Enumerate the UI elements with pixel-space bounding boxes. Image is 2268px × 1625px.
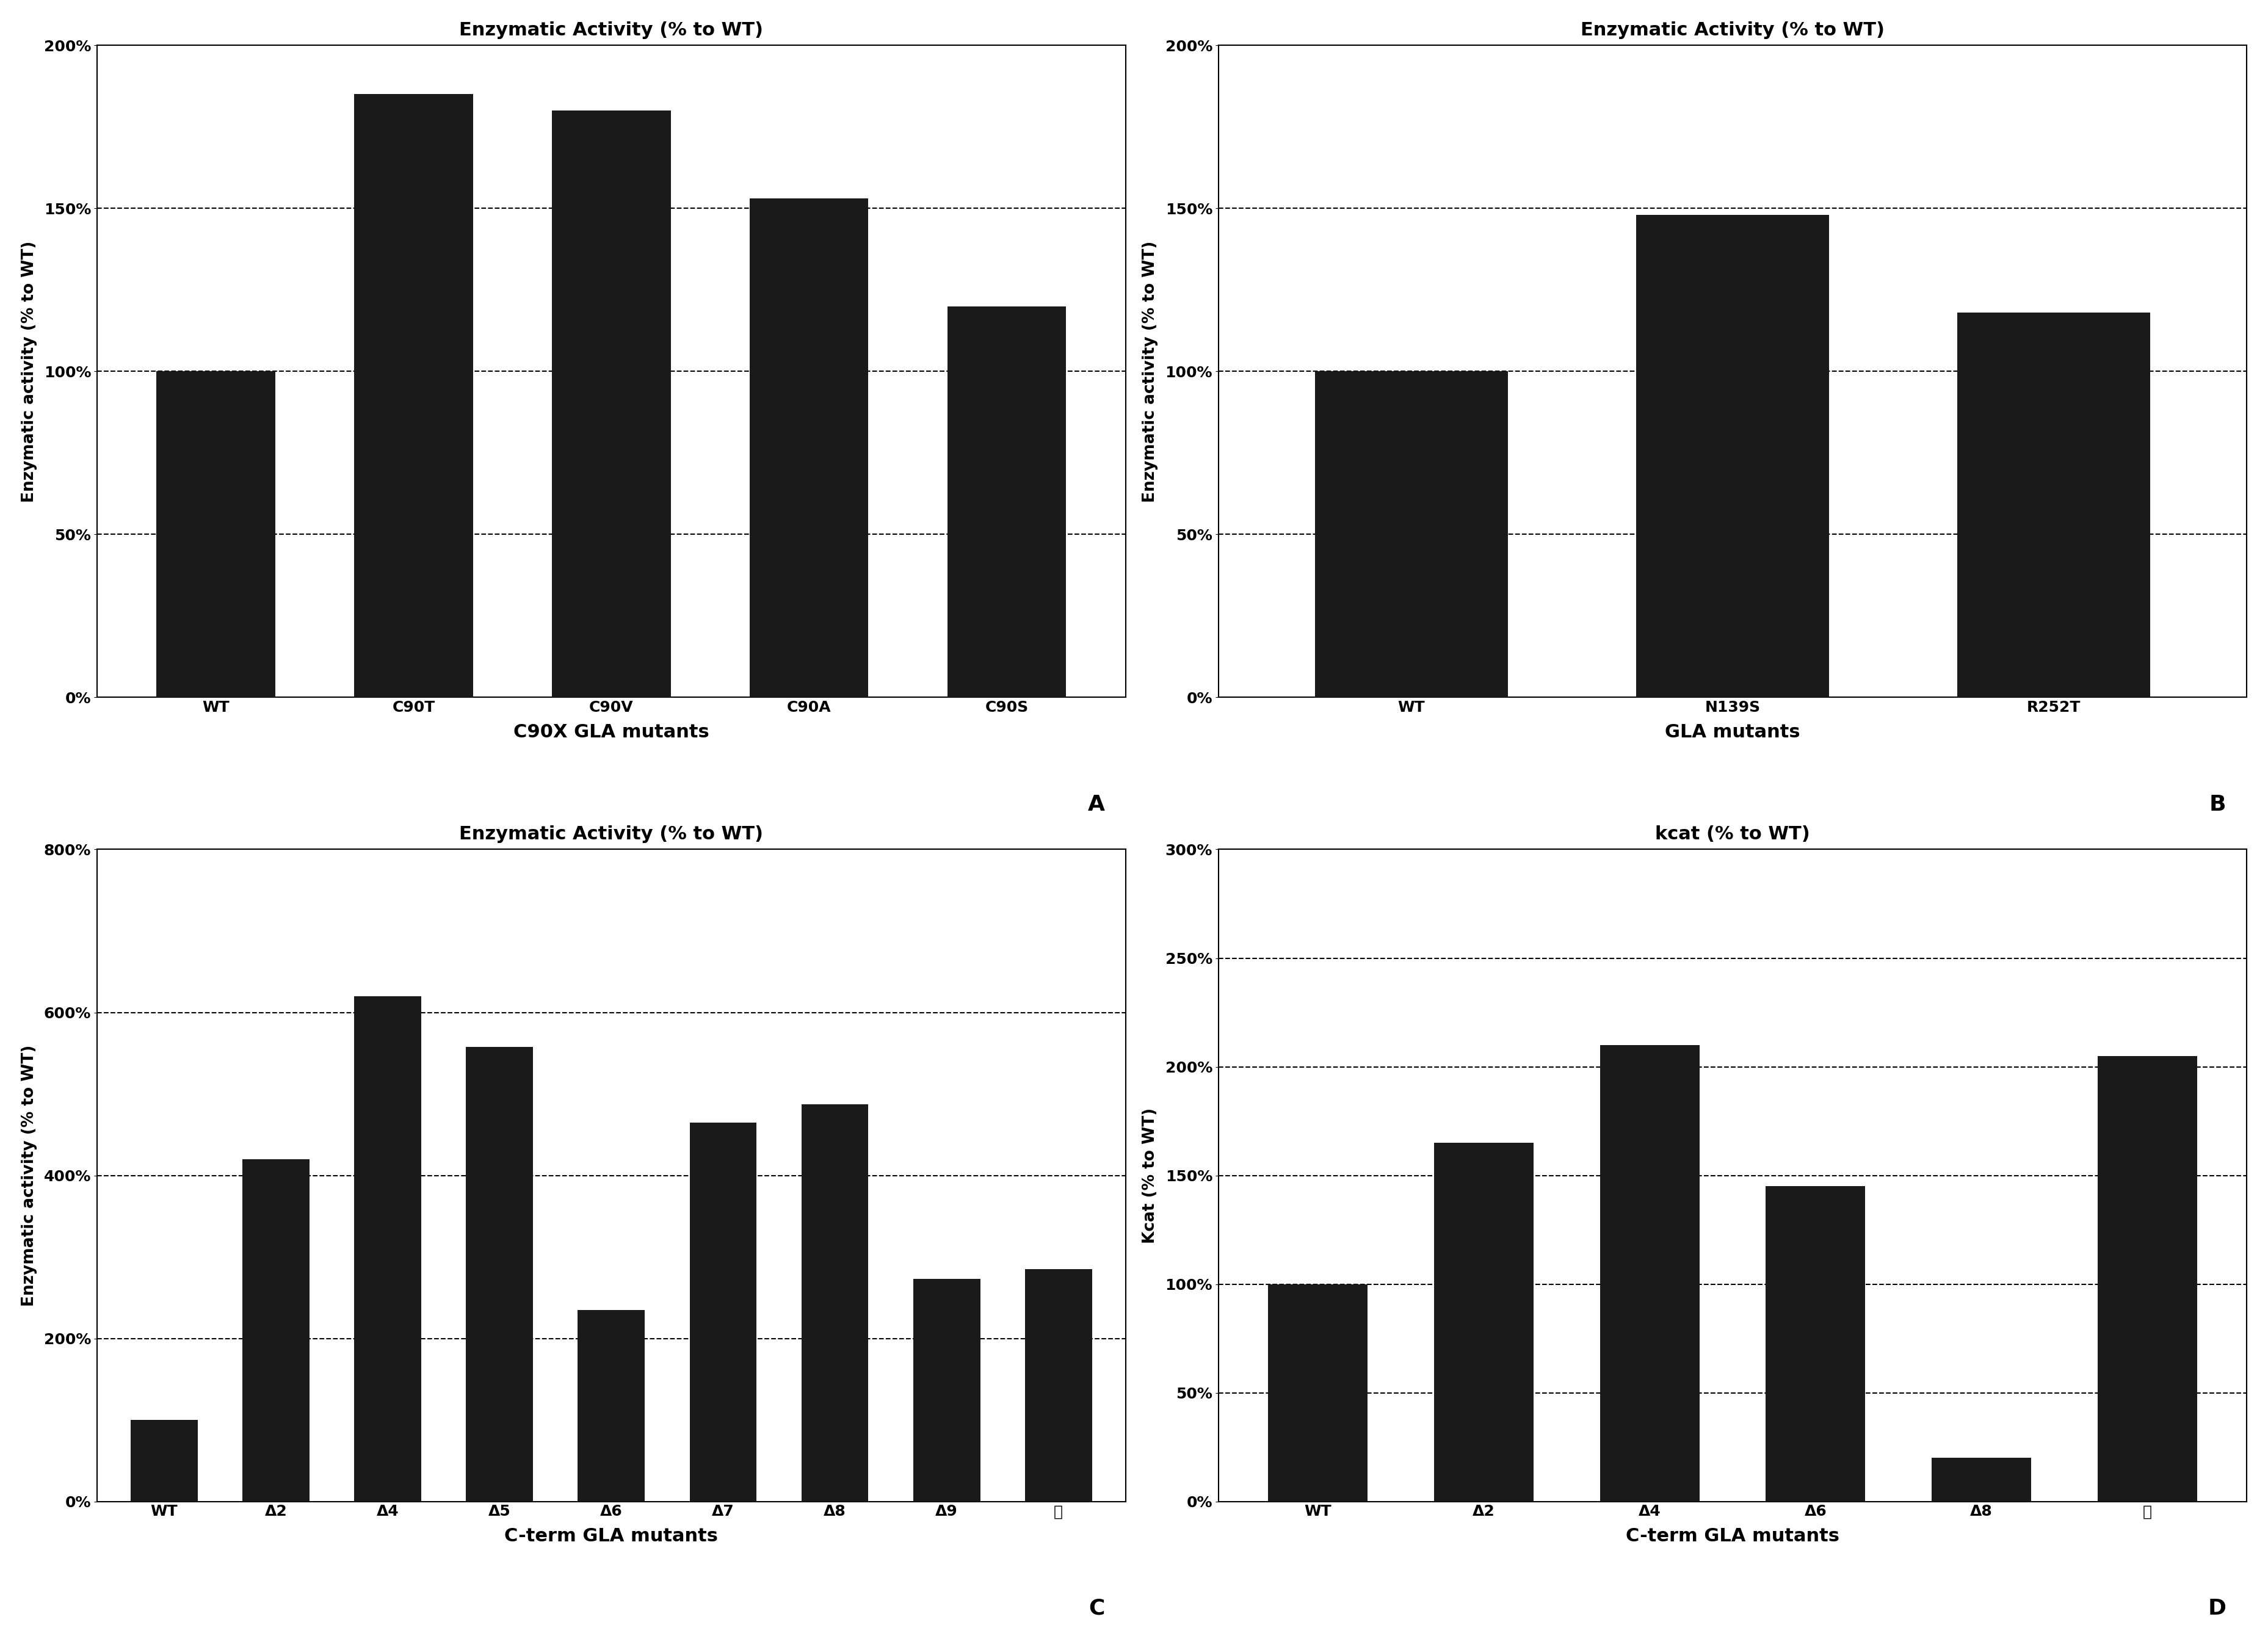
Bar [914, 1279, 980, 1502]
Title: kcat (% to WT): kcat (% to WT) [1656, 826, 1810, 843]
X-axis label: C-term GLA mutants: C-term GLA mutants [1626, 1527, 1839, 1545]
Bar [2098, 1056, 2198, 1502]
X-axis label: C90X GLA mutants: C90X GLA mutants [513, 723, 710, 741]
Bar [243, 1159, 308, 1502]
Bar [1957, 312, 2150, 697]
Bar [551, 110, 671, 697]
Text: B: B [2209, 795, 2227, 814]
X-axis label: GLA mutants: GLA mutants [1665, 723, 1801, 741]
Text: D: D [2209, 1597, 2227, 1618]
Bar [689, 1123, 758, 1502]
Bar [1635, 214, 1828, 697]
Title: Enzymatic Activity (% to WT): Enzymatic Activity (% to WT) [1581, 21, 1885, 39]
Bar [801, 1105, 869, 1502]
Bar [1315, 372, 1508, 697]
Bar [1433, 1142, 1533, 1502]
Text: A: A [1089, 795, 1105, 814]
Y-axis label: Kcat (% to WT): Kcat (% to WT) [1143, 1108, 1159, 1243]
Bar [1599, 1045, 1699, 1502]
Bar [156, 372, 274, 697]
Text: C: C [1089, 1597, 1105, 1618]
Bar [465, 1046, 533, 1502]
Bar [578, 1310, 644, 1502]
Title: Enzymatic Activity (% to WT): Enzymatic Activity (% to WT) [460, 21, 764, 39]
Title: Enzymatic Activity (% to WT): Enzymatic Activity (% to WT) [460, 826, 764, 843]
Bar [354, 996, 422, 1502]
Bar [1932, 1458, 2032, 1502]
Bar [132, 1420, 197, 1502]
Y-axis label: Enzymatic activity (% to WT): Enzymatic activity (% to WT) [20, 240, 36, 502]
X-axis label: C-term GLA mutants: C-term GLA mutants [503, 1527, 719, 1545]
Y-axis label: Enzymatic activity (% to WT): Enzymatic activity (% to WT) [1143, 240, 1159, 502]
Bar [1025, 1269, 1091, 1502]
Y-axis label: Enzymatic activity (% to WT): Enzymatic activity (% to WT) [20, 1045, 36, 1306]
Bar [751, 198, 869, 697]
Bar [948, 306, 1066, 697]
Bar [354, 94, 472, 697]
Bar [1268, 1284, 1368, 1502]
Bar [1767, 1186, 1864, 1502]
